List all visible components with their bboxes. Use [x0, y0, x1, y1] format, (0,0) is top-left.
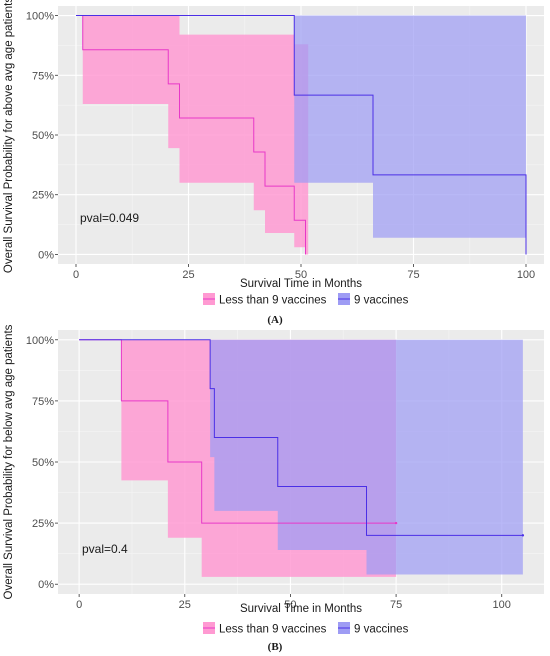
x-tick-label: 100 — [517, 269, 535, 281]
x-tick-label: 0 — [73, 269, 79, 281]
survival-curves — [76, 15, 527, 255]
x-axis-title: Survival Time in Months — [240, 603, 362, 615]
x-tick-label: 75 — [390, 599, 402, 611]
y-tick-label: 75% — [32, 396, 54, 408]
panel-b: 0% 25% 50% 75% 100% 0 25 50 75 100 pval=0.4 Surv… — [3, 324, 544, 653]
confidence-band-9-vaccines — [79, 339, 523, 575]
y-tick-label: 25% — [32, 190, 54, 202]
confidence-bands — [76, 15, 526, 255]
y-tick-label: 50% — [32, 457, 54, 469]
y-tick-label: 100% — [26, 11, 54, 23]
survival-curve-9-vaccines — [76, 15, 527, 255]
panel-caption: (A) — [267, 314, 283, 326]
legend-label-less-than-9: Less than 9 vaccines — [219, 624, 327, 636]
x-tick-label: 25 — [179, 599, 191, 611]
confidence-bands — [79, 339, 523, 577]
x-tick-label: 0 — [76, 599, 82, 611]
y-tick-label: 50% — [32, 130, 54, 142]
confidence-band-less-than-9 — [76, 15, 309, 255]
x-tick-label: 100 — [493, 599, 511, 611]
pval-label: pval=0.4 — [82, 542, 128, 556]
x-tick-label: 50 — [284, 599, 296, 611]
y-tick-labels: 0% 25% 50% 75% 100% — [26, 11, 58, 261]
x-axis-title: Survival Time in Months — [240, 278, 362, 290]
y-tick-label: 0% — [38, 249, 54, 261]
legend-label-less-than-9: Less than 9 vaccines — [219, 295, 327, 307]
y-tick-label: 25% — [32, 518, 54, 530]
x-tick-labels: 0 25 50 75 100 — [73, 264, 535, 281]
panel-caption: (B) — [268, 641, 283, 653]
x-tick-label: 75 — [407, 269, 419, 281]
y-axis-title: Overall Survival Probability for below a… — [3, 324, 15, 599]
y-tick-label: 100% — [26, 335, 54, 347]
censor-mark — [521, 534, 525, 537]
legend: Less than 9 vaccines 9 vaccines — [203, 622, 409, 636]
x-tick-label: 50 — [295, 269, 307, 281]
y-tick-label: 0% — [38, 579, 54, 591]
y-axis-title: Overall Survival Probability for above a… — [3, 0, 15, 273]
x-tick-label: 25 — [182, 269, 194, 281]
confidence-band-9-vaccines — [76, 15, 526, 255]
pval-label: pval=0.049 — [80, 211, 139, 225]
y-tick-labels: 0% 25% 50% 75% 100% — [26, 335, 58, 591]
panel-a: 0% 25% 50% 75% 100% 0 25 50 75 100 pval=0.049 Su… — [3, 0, 544, 326]
x-tick-labels: 0 25 50 75 100 — [76, 594, 511, 611]
legend: Less than 9 vaccines 9 vaccines — [203, 293, 409, 307]
survival-curve-less-than-9 — [76, 15, 306, 255]
y-tick-label: 75% — [32, 70, 54, 82]
legend-label-9-vaccines: 9 vaccines — [354, 624, 409, 636]
legend-label-9-vaccines: 9 vaccines — [354, 295, 409, 307]
censor-mark — [394, 521, 398, 525]
survival-curves — [79, 339, 525, 537]
survival-curve-less-than-9 — [79, 339, 397, 524]
survival-curve-9-vaccines — [79, 339, 523, 536]
